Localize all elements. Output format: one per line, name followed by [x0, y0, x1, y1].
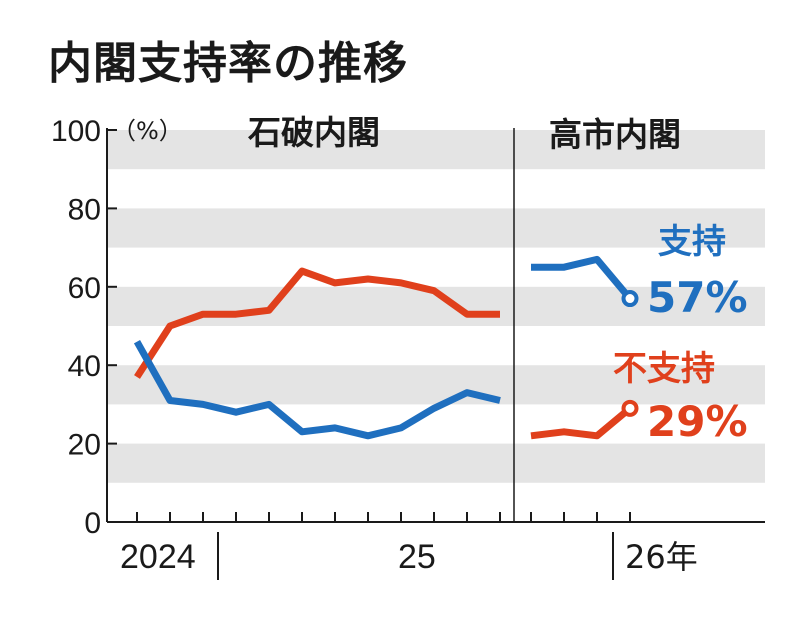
- grid-band: [107, 365, 765, 405]
- grid-band: [107, 443, 765, 483]
- support-line-segment: [531, 255, 633, 301]
- y-tick-label: 0: [84, 507, 101, 540]
- grid-band: [107, 208, 765, 248]
- chart-title: 内閣支持率の推移: [48, 38, 408, 89]
- y-tick-label: 40: [68, 350, 101, 383]
- nonsupport-line-segment: [530, 405, 633, 440]
- support-line-segment: [133, 339, 501, 440]
- grid-band: [107, 130, 765, 170]
- support-series-label: 支持: [658, 222, 726, 262]
- cabinet-label-ishiba: 石破内閣: [247, 113, 380, 152]
- series-lines: [133, 255, 639, 440]
- axes: [106, 128, 765, 580]
- support-final-value: 57%: [647, 273, 748, 322]
- nonsupport-series-label: 不支持: [613, 349, 715, 389]
- y-tick-label: 100: [51, 115, 101, 148]
- nonsupport-final-value: 29%: [647, 397, 748, 446]
- y-tick-label: 20: [68, 429, 101, 462]
- nonsupport-line-segment: [134, 267, 500, 379]
- y-tick-label: 60: [68, 272, 101, 305]
- y-axis-unit: （%）: [112, 117, 183, 145]
- x-ticks: [136, 512, 631, 522]
- cabinet-label-takaichi: 高市内閣: [549, 115, 681, 154]
- x-label-25: 25: [398, 538, 436, 576]
- nonsupport-end-marker: [621, 399, 639, 417]
- y-ticks: 0 20 40 60 80 100: [51, 115, 117, 540]
- support-end-marker: [621, 290, 639, 308]
- x-label-2024: 2024: [120, 538, 196, 576]
- y-tick-label: 80: [68, 193, 101, 226]
- x-label-26: 26年: [625, 538, 698, 576]
